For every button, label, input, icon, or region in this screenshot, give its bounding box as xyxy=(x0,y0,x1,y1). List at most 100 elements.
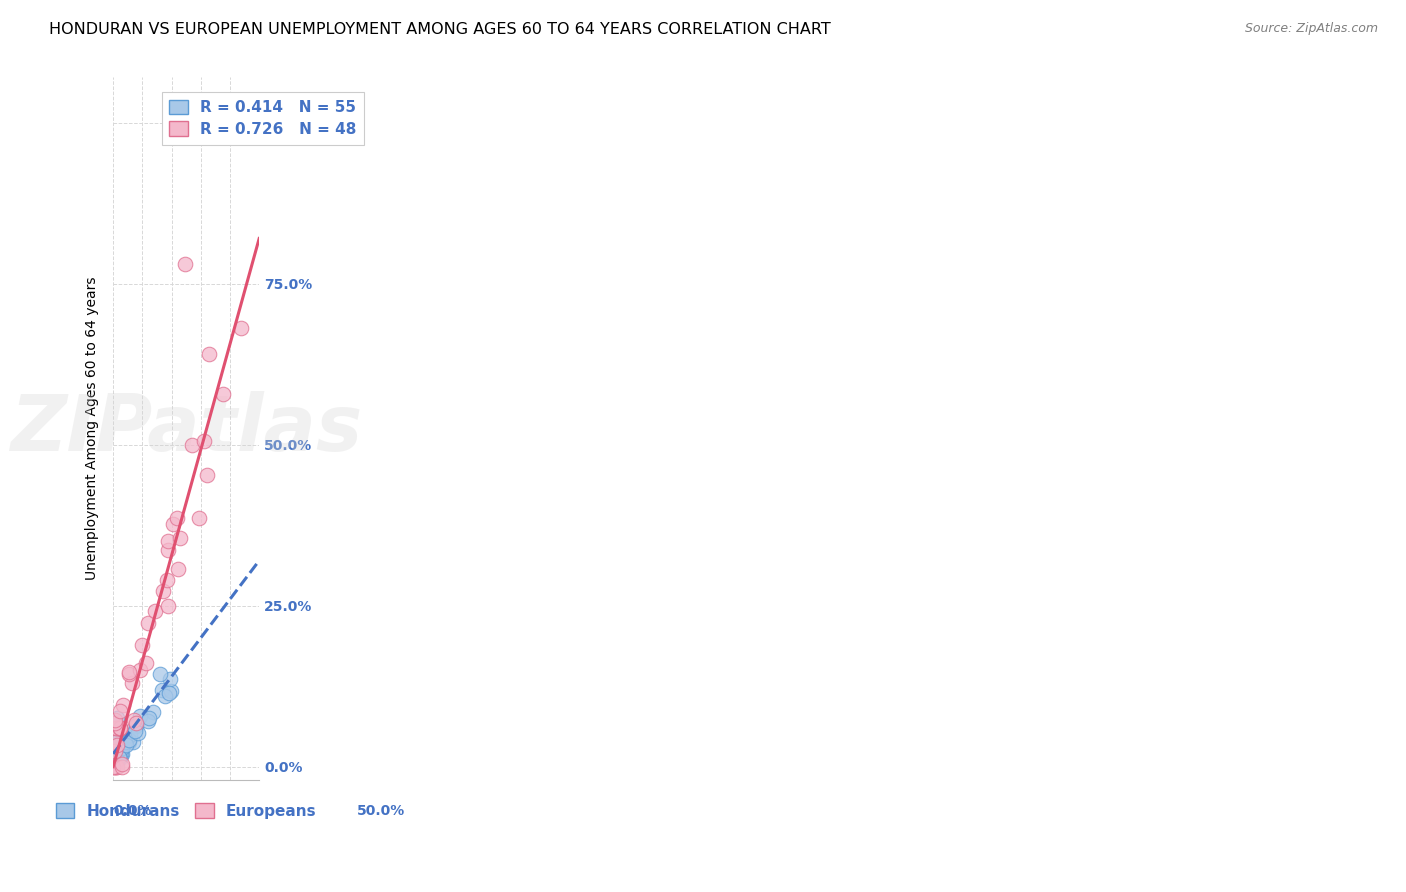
Point xyxy=(149,666,172,681)
Point xyxy=(103,739,125,754)
Point xyxy=(111,760,134,774)
Point xyxy=(121,676,143,690)
Point xyxy=(108,704,131,718)
Point xyxy=(104,756,127,770)
Point xyxy=(105,751,128,765)
Point xyxy=(166,511,188,525)
Point xyxy=(153,690,176,704)
Point xyxy=(103,739,125,754)
Point xyxy=(108,742,131,756)
Point xyxy=(107,738,129,752)
Point xyxy=(104,756,127,771)
Point xyxy=(124,718,146,732)
Point xyxy=(117,735,139,749)
Point xyxy=(112,698,135,713)
Point xyxy=(110,721,132,735)
Point xyxy=(114,735,136,749)
Point xyxy=(104,744,127,758)
Point xyxy=(104,715,127,730)
Point xyxy=(229,321,252,335)
Point xyxy=(107,734,129,748)
Point xyxy=(111,727,134,741)
Point xyxy=(104,746,127,760)
Point xyxy=(103,745,125,759)
Point xyxy=(104,760,127,774)
Point xyxy=(122,713,145,727)
Point xyxy=(138,711,160,725)
Point xyxy=(162,516,184,531)
Point xyxy=(111,747,134,761)
Point xyxy=(195,468,218,483)
Point xyxy=(131,639,153,653)
Point xyxy=(181,437,204,451)
Point xyxy=(198,346,221,360)
Point xyxy=(138,615,160,630)
Point xyxy=(107,741,129,756)
Point xyxy=(104,744,127,758)
Point xyxy=(159,683,181,698)
Point xyxy=(187,511,209,525)
Point xyxy=(108,751,131,765)
Point xyxy=(193,434,215,448)
Point xyxy=(120,728,142,742)
Point xyxy=(108,741,131,756)
Point xyxy=(157,533,180,548)
Point xyxy=(111,727,134,741)
Point xyxy=(136,714,159,728)
Point xyxy=(150,682,173,697)
Point xyxy=(152,584,174,599)
Point xyxy=(121,735,143,749)
Text: HONDURAN VS EUROPEAN UNEMPLOYMENT AMONG AGES 60 TO 64 YEARS CORRELATION CHART: HONDURAN VS EUROPEAN UNEMPLOYMENT AMONG … xyxy=(49,22,831,37)
Point xyxy=(107,721,129,735)
Point xyxy=(118,667,141,681)
Point xyxy=(212,387,235,401)
Point xyxy=(125,716,148,731)
Point xyxy=(104,741,127,756)
Point xyxy=(129,663,152,677)
Point xyxy=(156,543,179,558)
Point xyxy=(110,721,132,735)
Text: ZIPatlas: ZIPatlas xyxy=(10,391,363,467)
Point xyxy=(135,656,157,670)
Point xyxy=(105,747,128,761)
Point xyxy=(110,721,132,735)
Point xyxy=(142,706,165,720)
Point xyxy=(105,760,128,774)
Point xyxy=(105,747,128,762)
Point xyxy=(105,711,128,725)
Point xyxy=(107,736,129,750)
Legend: Hondurans, Europeans: Hondurans, Europeans xyxy=(49,797,322,824)
Text: 0.0%: 0.0% xyxy=(114,805,152,818)
Point xyxy=(115,738,138,752)
Point xyxy=(103,741,125,756)
Point xyxy=(157,686,180,700)
Point xyxy=(159,672,181,686)
Text: 50.0%: 50.0% xyxy=(357,805,405,818)
Point xyxy=(156,599,179,614)
Point xyxy=(107,750,129,764)
Point xyxy=(118,665,141,679)
Point xyxy=(103,760,125,774)
Point xyxy=(105,750,128,764)
Point xyxy=(103,760,125,774)
Point xyxy=(124,723,146,738)
Point xyxy=(118,733,141,747)
Point xyxy=(173,257,195,271)
Point xyxy=(104,760,127,774)
Point xyxy=(104,744,127,758)
Point xyxy=(127,725,149,739)
Y-axis label: Unemployment Among Ages 60 to 64 years: Unemployment Among Ages 60 to 64 years xyxy=(86,277,100,581)
Point xyxy=(125,719,148,733)
Point xyxy=(111,741,134,756)
Point xyxy=(104,721,127,735)
Point xyxy=(111,757,134,772)
Point xyxy=(103,750,125,764)
Point xyxy=(110,721,132,735)
Point xyxy=(104,744,127,758)
Point xyxy=(104,713,127,727)
Point xyxy=(105,744,128,758)
Point xyxy=(143,604,166,618)
Point xyxy=(110,747,132,761)
Text: Source: ZipAtlas.com: Source: ZipAtlas.com xyxy=(1244,22,1378,36)
Point xyxy=(167,562,190,576)
